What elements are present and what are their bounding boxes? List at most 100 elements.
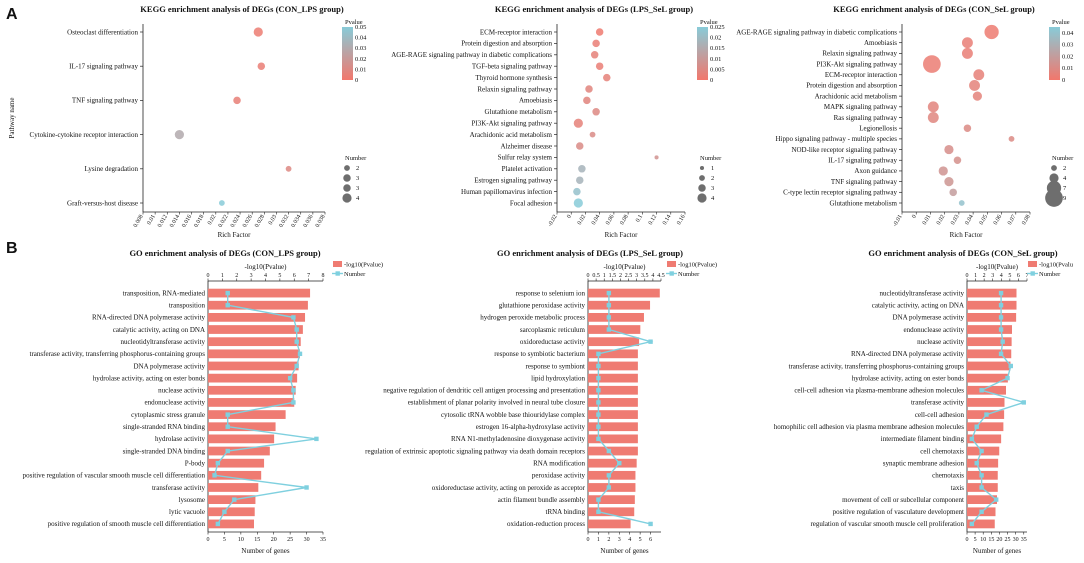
panel-label-b: B bbox=[6, 240, 18, 257]
bottom-tick-label: 35 bbox=[320, 537, 326, 543]
data-point bbox=[969, 79, 980, 91]
pvalue-legend-title: Pvalue bbox=[700, 19, 718, 26]
number-marker bbox=[596, 375, 601, 381]
data-point bbox=[174, 130, 184, 140]
top-tick-label: 1 bbox=[974, 273, 977, 279]
number-marker bbox=[974, 460, 979, 466]
x-tick-label: 0.05 bbox=[979, 214, 989, 226]
bar bbox=[588, 313, 644, 322]
number-marker bbox=[974, 424, 979, 429]
number-legend-dot bbox=[1049, 173, 1059, 183]
pvalue-legend-tick: 0.04 bbox=[355, 35, 367, 42]
pvalue-legend-tick: 0.01 bbox=[1062, 65, 1073, 72]
number-marker bbox=[606, 290, 612, 296]
data-point bbox=[285, 165, 292, 172]
x-tick-label: 0.024 bbox=[230, 214, 242, 229]
category-label: oxidoreductase activity bbox=[520, 338, 586, 346]
category-label: glutathione peroxidase activity bbox=[499, 302, 586, 310]
pvalue-colorbar bbox=[697, 27, 708, 80]
bar bbox=[588, 434, 638, 444]
panel-label-a: A bbox=[6, 6, 18, 23]
x-tick-label: 0.032 bbox=[278, 214, 290, 229]
category-label: MAPK signaling pathway bbox=[824, 103, 898, 111]
bar bbox=[208, 398, 295, 407]
category-label: transposition bbox=[169, 302, 206, 310]
top-tick-label: 4.5 bbox=[657, 273, 665, 279]
data-point bbox=[595, 62, 604, 70]
data-point bbox=[963, 124, 972, 132]
kegg-chart-lps-sel: KEGG enrichment analysis of DEGs (LPS_Se… bbox=[391, 4, 724, 239]
top-axis-title: -log10(Pvalue) bbox=[245, 263, 288, 271]
top-tick-label: 3 bbox=[250, 273, 253, 279]
y-axis-title: Pathway name bbox=[8, 97, 16, 138]
bar bbox=[208, 288, 311, 298]
number-marker bbox=[596, 351, 601, 357]
category-label: Sulfur relay system bbox=[498, 154, 553, 162]
category-label: NOD-like receptor signaling pathway bbox=[791, 146, 897, 154]
bar bbox=[588, 385, 638, 395]
category-label: transferase activity bbox=[152, 484, 206, 492]
data-point bbox=[984, 24, 999, 40]
number-marker bbox=[287, 375, 293, 381]
chart-title: KEGG enrichment analysis of DEGs (CON_LP… bbox=[140, 4, 344, 14]
category-label: transferase activity, transferring phosp… bbox=[789, 362, 965, 370]
number-marker bbox=[979, 485, 984, 490]
top-tick-label: 4 bbox=[651, 273, 654, 279]
pvalue-legend-tick: 0.005 bbox=[710, 66, 725, 73]
category-label: homophilic cell adhesion via plasma memb… bbox=[774, 423, 965, 431]
bar bbox=[967, 422, 1004, 432]
bottom-tick-label: 10 bbox=[980, 537, 986, 543]
top-tick-label: 3 bbox=[635, 273, 638, 279]
bottom-tick-label: 6 bbox=[649, 537, 652, 543]
bar bbox=[208, 458, 265, 468]
category-label: single-stranded DNA binding bbox=[123, 447, 206, 455]
bar bbox=[588, 519, 631, 529]
data-point bbox=[595, 28, 604, 36]
x-tick-label: 0.08 bbox=[1021, 214, 1031, 226]
number-legend-label: 7 bbox=[1063, 185, 1067, 192]
category-label: RNA-directed DNA polymerase activity bbox=[851, 350, 964, 358]
number-marker bbox=[969, 521, 975, 527]
number-legend-label: 2 bbox=[356, 165, 359, 172]
number-marker bbox=[998, 315, 1004, 320]
bar bbox=[208, 434, 275, 444]
bar bbox=[588, 495, 635, 504]
bottom-tick-label: 20 bbox=[271, 537, 277, 543]
data-point bbox=[949, 188, 957, 197]
bottom-tick-label: 30 bbox=[1013, 537, 1019, 543]
number-legend-label: 4 bbox=[356, 195, 360, 202]
category-label: Glutathione metabolism bbox=[830, 199, 898, 207]
top-tick-label: 0 bbox=[587, 273, 590, 279]
bar bbox=[208, 470, 262, 480]
bar bbox=[588, 337, 640, 347]
legend-line-label: Number bbox=[344, 271, 366, 278]
go-chart-lps-sel: GO enrichment analysis of DEGs (LPS_SeL … bbox=[365, 248, 717, 555]
category-label: hydrolase activity, acting on ester bond… bbox=[852, 374, 965, 382]
number-legend-title: Number bbox=[700, 155, 722, 162]
x-tick-label: 0.028 bbox=[254, 214, 266, 229]
x-tick-label: 0.12 bbox=[648, 214, 658, 226]
category-label: lysosome bbox=[179, 496, 205, 504]
number-marker bbox=[297, 351, 303, 357]
bar bbox=[588, 361, 638, 371]
x-tick-label: 0.01 bbox=[146, 214, 156, 226]
category-label: Relaxin signaling pathway bbox=[822, 50, 897, 58]
number-marker bbox=[596, 497, 601, 502]
bottom-tick-label: 2 bbox=[607, 537, 610, 543]
top-tick-label: 2.5 bbox=[625, 273, 633, 279]
data-point bbox=[576, 176, 584, 184]
bar bbox=[208, 495, 256, 504]
number-marker bbox=[1021, 400, 1026, 405]
bar bbox=[588, 300, 651, 310]
bottom-tick-label: 3 bbox=[618, 537, 621, 543]
category-label: Protein digestion and absorption bbox=[806, 82, 897, 90]
category-label: cytoplasmic stress granule bbox=[131, 411, 205, 419]
number-legend-title: Number bbox=[1052, 155, 1074, 162]
x-tick-label: 0.16 bbox=[676, 214, 686, 226]
category-label: Human papillomavirus infection bbox=[461, 188, 552, 196]
top-tick-label: 2 bbox=[619, 273, 622, 279]
number-marker bbox=[596, 424, 601, 429]
legend-bar-swatch bbox=[333, 261, 342, 267]
top-tick-label: 1 bbox=[221, 273, 224, 279]
